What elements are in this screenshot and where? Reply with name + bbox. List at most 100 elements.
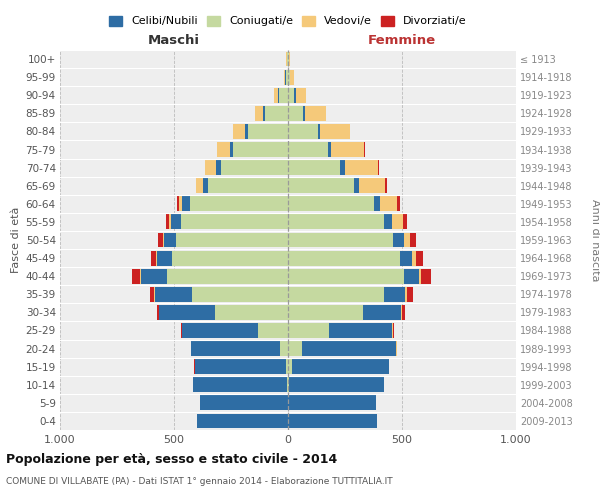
Bar — [203, 178, 208, 193]
Bar — [158, 232, 163, 248]
Text: COMUNE DI VILLABATE (PA) - Dati ISTAT 1° gennaio 2014 - Elaborazione TUTTITALIA.: COMUNE DI VILLABATE (PA) - Dati ISTAT 1°… — [6, 478, 392, 486]
Bar — [407, 287, 413, 302]
Bar — [305, 106, 326, 121]
Bar — [289, 52, 290, 66]
Bar — [359, 178, 385, 193]
Bar — [179, 196, 182, 211]
Bar — [280, 341, 288, 356]
Bar — [288, 214, 384, 230]
Bar — [170, 214, 181, 230]
Bar — [176, 232, 288, 248]
Bar — [296, 88, 306, 102]
Bar — [363, 305, 401, 320]
Bar — [288, 359, 292, 374]
Bar — [288, 287, 384, 302]
Bar — [287, 52, 288, 66]
Bar — [274, 88, 278, 102]
Bar — [288, 341, 302, 356]
Bar — [331, 142, 364, 157]
Bar — [344, 160, 377, 175]
Bar — [285, 70, 286, 84]
Y-axis label: Fasce di età: Fasce di età — [11, 207, 22, 273]
Bar — [172, 250, 288, 266]
Bar — [284, 70, 285, 84]
Bar — [288, 232, 393, 248]
Bar — [154, 287, 155, 302]
Bar — [289, 414, 377, 428]
Bar — [302, 341, 397, 356]
Bar — [205, 160, 216, 175]
Bar — [233, 124, 245, 139]
Text: Femmine: Femmine — [368, 34, 436, 48]
Bar — [303, 106, 305, 121]
Text: Popolazione per età, sesso e stato civile - 2014: Popolazione per età, sesso e stato civil… — [6, 452, 337, 466]
Bar — [230, 142, 233, 157]
Bar — [416, 250, 423, 266]
Bar — [255, 106, 263, 121]
Bar — [404, 232, 410, 248]
Bar — [141, 269, 167, 283]
Bar — [397, 196, 400, 211]
Bar — [385, 178, 387, 193]
Bar — [278, 88, 279, 102]
Bar — [288, 70, 290, 84]
Bar — [288, 178, 354, 193]
Bar — [380, 196, 397, 211]
Bar — [245, 124, 248, 139]
Bar — [182, 196, 190, 211]
Bar — [287, 378, 288, 392]
Bar — [221, 160, 288, 175]
Bar — [288, 250, 400, 266]
Bar — [151, 250, 156, 266]
Bar — [233, 142, 288, 157]
Bar — [140, 269, 141, 283]
Bar — [392, 323, 394, 338]
Bar — [150, 287, 154, 302]
Bar — [217, 142, 230, 157]
Bar — [286, 70, 288, 84]
Bar — [193, 378, 287, 392]
Bar — [364, 142, 365, 157]
Bar — [132, 269, 140, 283]
Bar — [288, 196, 373, 211]
Bar — [377, 160, 379, 175]
Bar — [393, 232, 404, 248]
Bar — [289, 378, 383, 392]
Bar — [191, 341, 280, 356]
Bar — [384, 287, 406, 302]
Bar — [402, 305, 405, 320]
Bar — [404, 269, 419, 283]
Bar — [421, 269, 431, 283]
Bar — [181, 214, 288, 230]
Bar — [208, 178, 288, 193]
Bar — [200, 396, 287, 410]
Bar — [157, 250, 172, 266]
Bar — [166, 214, 169, 230]
Bar — [419, 269, 421, 283]
Bar — [157, 305, 159, 320]
Bar — [248, 124, 288, 139]
Bar — [190, 196, 288, 211]
Bar — [215, 305, 288, 320]
Bar — [289, 396, 376, 410]
Bar — [192, 287, 288, 302]
Bar — [288, 52, 289, 66]
Bar — [163, 232, 164, 248]
Bar — [197, 414, 287, 428]
Bar — [392, 214, 403, 230]
Bar — [181, 323, 182, 338]
Bar — [159, 305, 215, 320]
Bar — [295, 88, 296, 102]
Bar — [400, 250, 412, 266]
Bar — [182, 323, 259, 338]
Bar — [373, 196, 380, 211]
Bar — [167, 269, 288, 283]
Bar — [406, 287, 407, 302]
Bar — [156, 250, 157, 266]
Bar — [169, 214, 170, 230]
Bar — [288, 142, 328, 157]
Bar — [279, 88, 288, 102]
Bar — [196, 178, 203, 193]
Bar — [288, 305, 363, 320]
Bar — [288, 124, 317, 139]
